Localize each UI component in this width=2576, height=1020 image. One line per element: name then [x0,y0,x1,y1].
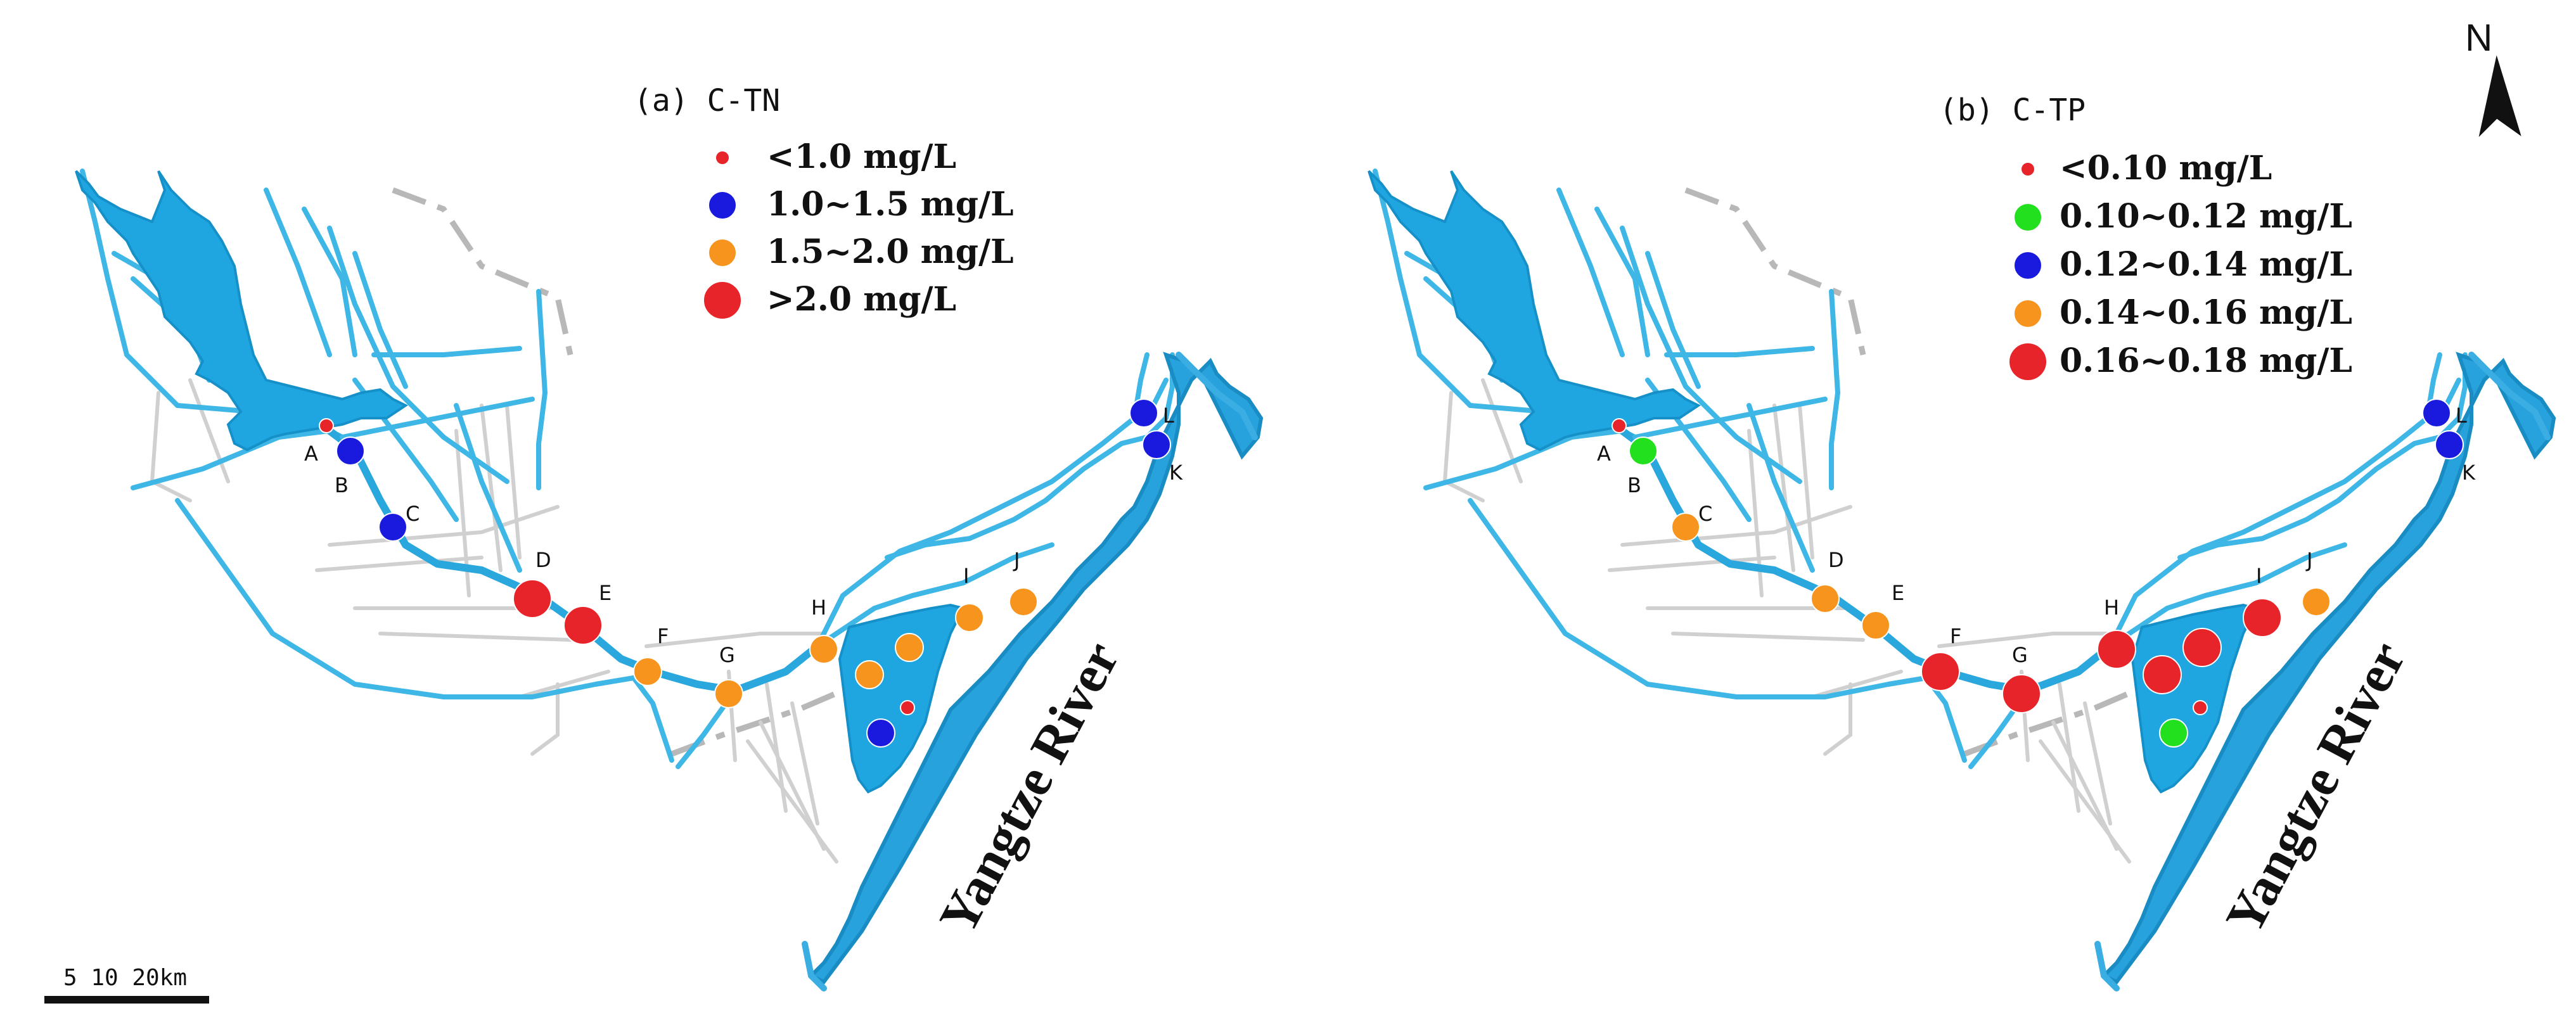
site-label-j: J [2305,548,2312,572]
site-marker-c [1671,513,1700,542]
site-label-h: H [811,596,826,620]
site-marker-l [1129,398,1158,428]
legend-symbol [2013,299,2042,328]
lake-site-marker [855,660,884,689]
site-label-k: K [1169,461,1183,485]
legend-label: >2.0 mg/L [767,280,956,319]
sampling-sites: AB C D E F G H I J K L [1597,398,2476,748]
site-label-i: I [963,564,969,588]
site-label-c: C [1698,502,1712,526]
legend-symbol [708,238,737,267]
site-marker-i [955,603,984,632]
basin-map-b [1312,70,2554,988]
site-label-a: A [304,442,318,466]
site-marker-j [1009,587,1038,616]
site-label-b: B [1627,473,1641,497]
lake-site-marker [866,718,895,748]
legend-label: <1.0 mg/L [767,137,956,176]
site-marker-l [2422,398,2451,428]
lake-site-marker [2159,718,2188,748]
site-label-f: F [1950,624,1961,648]
site-label-l: L [2456,404,2467,428]
legend-symbol [715,150,730,165]
lake-site-marker [2143,655,2182,694]
legend-symbol [2020,162,2035,177]
site-marker-h [809,635,838,664]
legend-label: 1.5~2.0 mg/L [767,233,1014,271]
lake-site-marker [895,633,924,662]
scale-bar-line [44,996,209,1004]
legend-label: 0.12~0.14 mg/L [2060,245,2352,284]
site-label-l: L [1163,404,1174,428]
panel-title: (a) C-TN [634,83,780,118]
scale-label: 5 10 20km [63,965,187,991]
site-label-h: H [2104,596,2119,620]
site-label-k: K [2462,461,2476,485]
site-label-e: E [599,581,612,605]
site-marker-d [513,579,552,618]
legend-label: 0.16~0.18 mg/L [2060,341,2352,380]
site-label-b: B [335,473,349,497]
site-marker-g [2002,674,2041,713]
site-label-g: G [719,643,735,667]
legend: <0.10 mg/L 0.10~0.12 mg/L 0.12~0.14 mg/L 0.… [2008,149,2352,381]
legend-symbol [2008,342,2047,381]
north-arrow-icon [2478,55,2522,137]
sampling-sites: AB C D E F G H I J K L [304,398,1183,748]
river-label: Yangtze River [928,632,1131,943]
lake-site-marker [900,700,915,715]
legend-label: 0.14~0.16 mg/L [2060,293,2352,332]
legend-label: 0.10~0.12 mg/L [2060,197,2352,236]
site-marker-b [336,437,365,466]
site-label-e: E [1892,581,1904,605]
site-marker-e [1861,611,1890,640]
north-label: N [2465,16,2492,59]
river-label: Yangtze River [2215,632,2418,943]
site-marker-b [1629,437,1658,466]
site-label-c: C [406,502,420,526]
site-marker-i [2243,598,2282,637]
scale-bar: 5 10 20km [44,965,209,1004]
site-marker-k [1142,430,1171,459]
site-label-g: G [2012,643,2028,667]
panel-b-total-phosphorus: (b) C-TP <0.10 mg/L 0.10~0.12 mg/L 0.12~0.… [1312,70,2554,988]
site-label-d: D [535,548,551,572]
site-label-j: J [1013,548,1020,572]
legend-symbol [2013,203,2042,232]
legend-symbol [703,281,742,320]
site-label-i: I [2256,564,2262,588]
lake-site-marker [2182,628,2222,667]
site-label-a: A [1597,442,1611,466]
legend-label: 1.0~1.5 mg/L [767,185,1014,224]
site-label-d: D [1828,548,1844,572]
lake-site-marker [2193,700,2208,715]
basin-map-a [19,70,1261,988]
site-marker-a [1612,418,1627,433]
site-marker-k [2435,430,2464,459]
site-label-f: F [657,624,669,648]
site-marker-f [1921,652,1960,691]
site-marker-d [1810,584,1840,613]
site-marker-h [2097,630,2136,669]
site-marker-f [633,657,662,686]
panel-title: (b) C-TP [1939,92,2086,128]
legend-symbol [708,191,737,220]
legend: <1.0 mg/L 1.0~1.5 mg/L 1.5~2.0 mg/L >2.0 mg… [703,137,1014,320]
site-marker-g [714,679,743,708]
site-marker-c [378,513,407,542]
north-arrow: N [2465,16,2522,137]
legend-symbol [2013,251,2042,280]
site-marker-a [319,418,334,433]
site-marker-e [563,606,603,645]
legend-label: <0.10 mg/L [2060,149,2272,188]
site-marker-j [2302,587,2331,616]
panel-a-total-nitrogen: (a) C-TN <1.0 mg/L 1.0~1.5 mg/L 1.5~2.0 mg… [19,70,1261,988]
